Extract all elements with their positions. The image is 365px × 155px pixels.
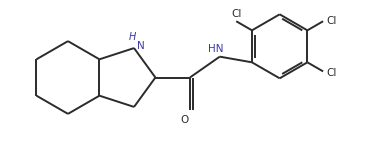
Text: O: O: [180, 115, 189, 125]
Text: HN: HN: [208, 44, 223, 54]
Text: N: N: [138, 41, 145, 51]
Text: Cl: Cl: [326, 16, 337, 26]
Text: Cl: Cl: [326, 68, 337, 78]
Text: H: H: [128, 32, 136, 42]
Text: Cl: Cl: [231, 9, 241, 19]
